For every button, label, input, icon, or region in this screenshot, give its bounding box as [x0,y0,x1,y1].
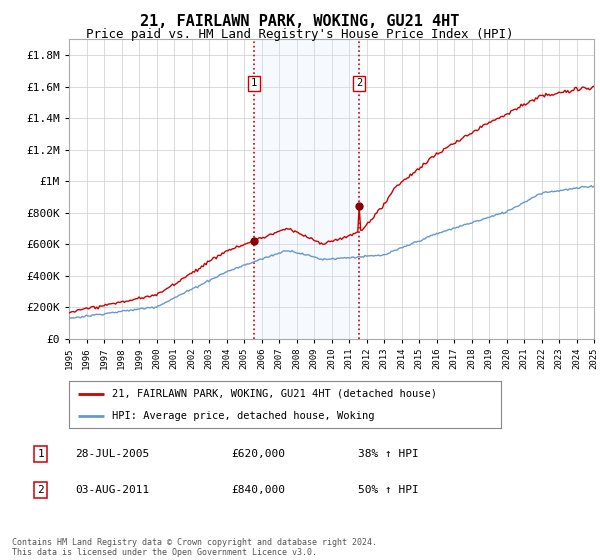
Text: 21, FAIRLAWN PARK, WOKING, GU21 4HT: 21, FAIRLAWN PARK, WOKING, GU21 4HT [140,14,460,29]
Text: 28-JUL-2005: 28-JUL-2005 [76,449,149,459]
Text: 21, FAIRLAWN PARK, WOKING, GU21 4HT (detached house): 21, FAIRLAWN PARK, WOKING, GU21 4HT (det… [112,389,437,399]
Text: 1: 1 [251,78,257,88]
Text: 50% ↑ HPI: 50% ↑ HPI [358,484,418,494]
Text: 2: 2 [37,484,44,494]
Text: 03-AUG-2011: 03-AUG-2011 [76,484,149,494]
Text: £840,000: £840,000 [231,484,285,494]
Text: Contains HM Land Registry data © Crown copyright and database right 2024.
This d: Contains HM Land Registry data © Crown c… [12,538,377,557]
Text: HPI: Average price, detached house, Woking: HPI: Average price, detached house, Woki… [112,410,374,421]
Bar [254,39,359,339]
Text: 2: 2 [356,78,362,88]
Text: 1: 1 [37,449,44,459]
Text: £620,000: £620,000 [231,449,285,459]
Text: 38% ↑ HPI: 38% ↑ HPI [358,449,418,459]
Text: Price paid vs. HM Land Registry's House Price Index (HPI): Price paid vs. HM Land Registry's House … [86,28,514,41]
